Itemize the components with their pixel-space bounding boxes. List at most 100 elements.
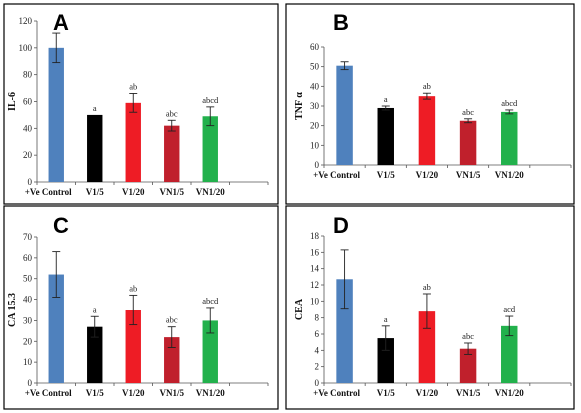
y-tick-label: 14 xyxy=(310,264,320,274)
bar xyxy=(164,125,180,182)
significance-label: ab xyxy=(423,282,431,292)
y-tick-label: 12 xyxy=(310,280,319,290)
y-axis-title: IL-6 xyxy=(7,92,18,111)
x-category-label: V1/5 xyxy=(377,388,396,398)
y-tick-label: 30 xyxy=(23,315,33,325)
x-category-label: VN1/20 xyxy=(196,187,225,197)
bar xyxy=(459,120,477,165)
significance-label: a xyxy=(93,103,97,113)
bar xyxy=(202,320,218,383)
y-tick-label: 80 xyxy=(23,70,33,80)
y-tick-label: 20 xyxy=(23,336,33,346)
significance-label: abcd xyxy=(202,95,219,105)
x-category-label: VN1/20 xyxy=(495,388,524,398)
significance-label: acd xyxy=(503,304,516,314)
bar xyxy=(48,47,64,183)
panel-a-il6-chart: A 0 20 40 60 80 100 120 IL-6 +Ve Control a V1/5 ab V1… xyxy=(3,3,279,205)
x-category-label: V1/5 xyxy=(377,170,396,180)
y-tick-label: 10 xyxy=(23,357,33,367)
y-tick-label: 18 xyxy=(310,231,320,241)
significance-label: abc xyxy=(462,107,474,117)
y-tick-label: 30 xyxy=(310,101,320,111)
bar xyxy=(336,65,353,165)
panel-letter: B xyxy=(333,10,349,35)
bar xyxy=(202,116,218,182)
significance-label: abcd xyxy=(202,296,219,306)
y-tick-label: 50 xyxy=(23,274,33,284)
x-category-label: VN1/20 xyxy=(495,170,524,180)
bar xyxy=(501,111,518,165)
bar xyxy=(459,348,477,383)
significance-label: ab xyxy=(129,81,137,91)
panel-letter: C xyxy=(53,213,69,238)
bar xyxy=(87,114,103,182)
y-tick-label: 8 xyxy=(315,313,320,323)
bar xyxy=(501,325,518,383)
panel-letter: D xyxy=(333,213,349,238)
y-tick-label: 40 xyxy=(23,123,33,133)
bar xyxy=(48,274,64,383)
panel-c-ca153-chart: C 0 10 20 30 40 50 60 70 CA 15.3 +Ve Control a V1/5 a… xyxy=(3,205,279,410)
x-category-label: VN1/5 xyxy=(456,170,481,180)
bar xyxy=(377,338,394,383)
x-category-label: +Ve Control xyxy=(25,187,72,197)
x-category-label: VN1/5 xyxy=(160,187,185,197)
panel-border xyxy=(285,3,575,205)
y-axis-title: CA 15.3 xyxy=(7,293,18,327)
x-category-label: V1/5 xyxy=(86,187,105,197)
bar xyxy=(418,311,436,383)
significance-label: abcd xyxy=(501,98,518,108)
y-tick-label: 4 xyxy=(315,345,320,355)
bar xyxy=(125,102,141,182)
significance-label: abc xyxy=(166,108,178,118)
panel-border xyxy=(3,3,279,205)
y-tick-label: 60 xyxy=(310,42,320,52)
x-category-label: VN1/5 xyxy=(160,388,185,398)
y-tick-label: 20 xyxy=(310,121,320,131)
y-tick-label: 10 xyxy=(310,296,320,306)
panel-letter: A xyxy=(53,10,69,35)
bar xyxy=(377,107,394,165)
significance-label: abc xyxy=(462,331,474,341)
y-tick-label: 0 xyxy=(315,160,320,170)
panel-b-tnf-chart: B 0 10 20 30 40 50 60 TNF α +Ve Control a V1/5 ab V1/… xyxy=(285,3,575,205)
x-category-label: +Ve Control xyxy=(25,388,72,398)
x-category-label: +Ve Control xyxy=(313,170,360,180)
x-category-label: VN1/20 xyxy=(196,388,225,398)
x-category-label: +Ve Control xyxy=(313,388,360,398)
bar xyxy=(87,326,103,383)
bar xyxy=(125,310,141,383)
y-tick-label: 6 xyxy=(315,329,320,339)
y-tick-label: 120 xyxy=(19,16,33,26)
bar xyxy=(164,337,180,383)
y-tick-label: 40 xyxy=(310,81,320,91)
y-tick-label: 70 xyxy=(23,232,33,242)
x-category-label: VN1/5 xyxy=(456,388,481,398)
significance-label: ab xyxy=(129,283,137,293)
x-category-label: V1/20 xyxy=(416,170,439,180)
x-category-label: V1/20 xyxy=(122,187,145,197)
significance-label: a xyxy=(384,314,388,324)
x-category-label: V1/20 xyxy=(122,388,145,398)
y-tick-label: 100 xyxy=(19,43,33,53)
y-tick-label: 40 xyxy=(23,295,33,305)
significance-label: ab xyxy=(423,81,431,91)
significance-label: a xyxy=(384,94,388,104)
y-tick-label: 60 xyxy=(23,253,33,263)
y-tick-label: 10 xyxy=(310,140,320,150)
significance-label: abc xyxy=(166,315,178,325)
x-category-label: V1/20 xyxy=(416,388,439,398)
panel-d-cea-chart: D 0 2 4 6 8 10 12 14 16 18 CEA +Ve Control a V1/5 ab V1/… xyxy=(285,205,575,410)
y-tick-label: 20 xyxy=(23,150,33,160)
significance-label: a xyxy=(93,304,97,314)
panel-border xyxy=(285,205,575,410)
y-axis-title: CEA xyxy=(294,298,305,320)
y-tick-label: 2 xyxy=(315,362,320,372)
y-axis-title: TNF α xyxy=(294,92,305,120)
bar xyxy=(418,96,436,165)
y-tick-label: 60 xyxy=(23,97,33,107)
y-tick-label: 0 xyxy=(28,378,33,388)
y-tick-label: 50 xyxy=(310,62,320,72)
y-tick-label: 16 xyxy=(310,247,320,257)
